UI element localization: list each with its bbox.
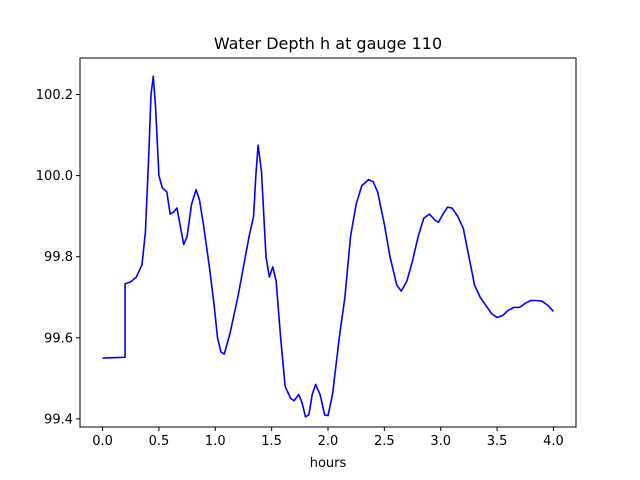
series-layer — [102, 75, 555, 418]
x-axis-ticks: 0.0 0.5 1.0 1.5 2.0 2.5 3.0 3.5 4.0 — [92, 427, 564, 449]
y-tick-label: 99.4 — [44, 412, 73, 427]
y-axis-ticks: 99.4 99.6 99.8 100.0 100.2 — [36, 88, 80, 427]
y-tick-label: 100.0 — [36, 169, 73, 184]
x-tick-label: 3.5 — [487, 434, 508, 449]
x-axis-label: hours — [310, 456, 347, 471]
x-tick-label: 2.5 — [374, 434, 395, 449]
x-tick-label: 1.5 — [261, 434, 282, 449]
x-tick-label: 0.0 — [92, 434, 113, 449]
y-tick-label: 100.2 — [36, 88, 73, 103]
chart-title: Water Depth h at gauge 110 — [214, 34, 442, 53]
x-tick-label: 1.0 — [205, 434, 226, 449]
series-line-0 — [102, 75, 555, 418]
y-tick-label: 99.6 — [44, 331, 73, 346]
x-tick-label: 3.0 — [430, 434, 451, 449]
x-tick-label: 4.0 — [543, 434, 564, 449]
x-tick-label: 0.5 — [149, 434, 170, 449]
x-tick-label: 2.0 — [318, 434, 339, 449]
y-tick-label: 99.8 — [44, 250, 73, 265]
